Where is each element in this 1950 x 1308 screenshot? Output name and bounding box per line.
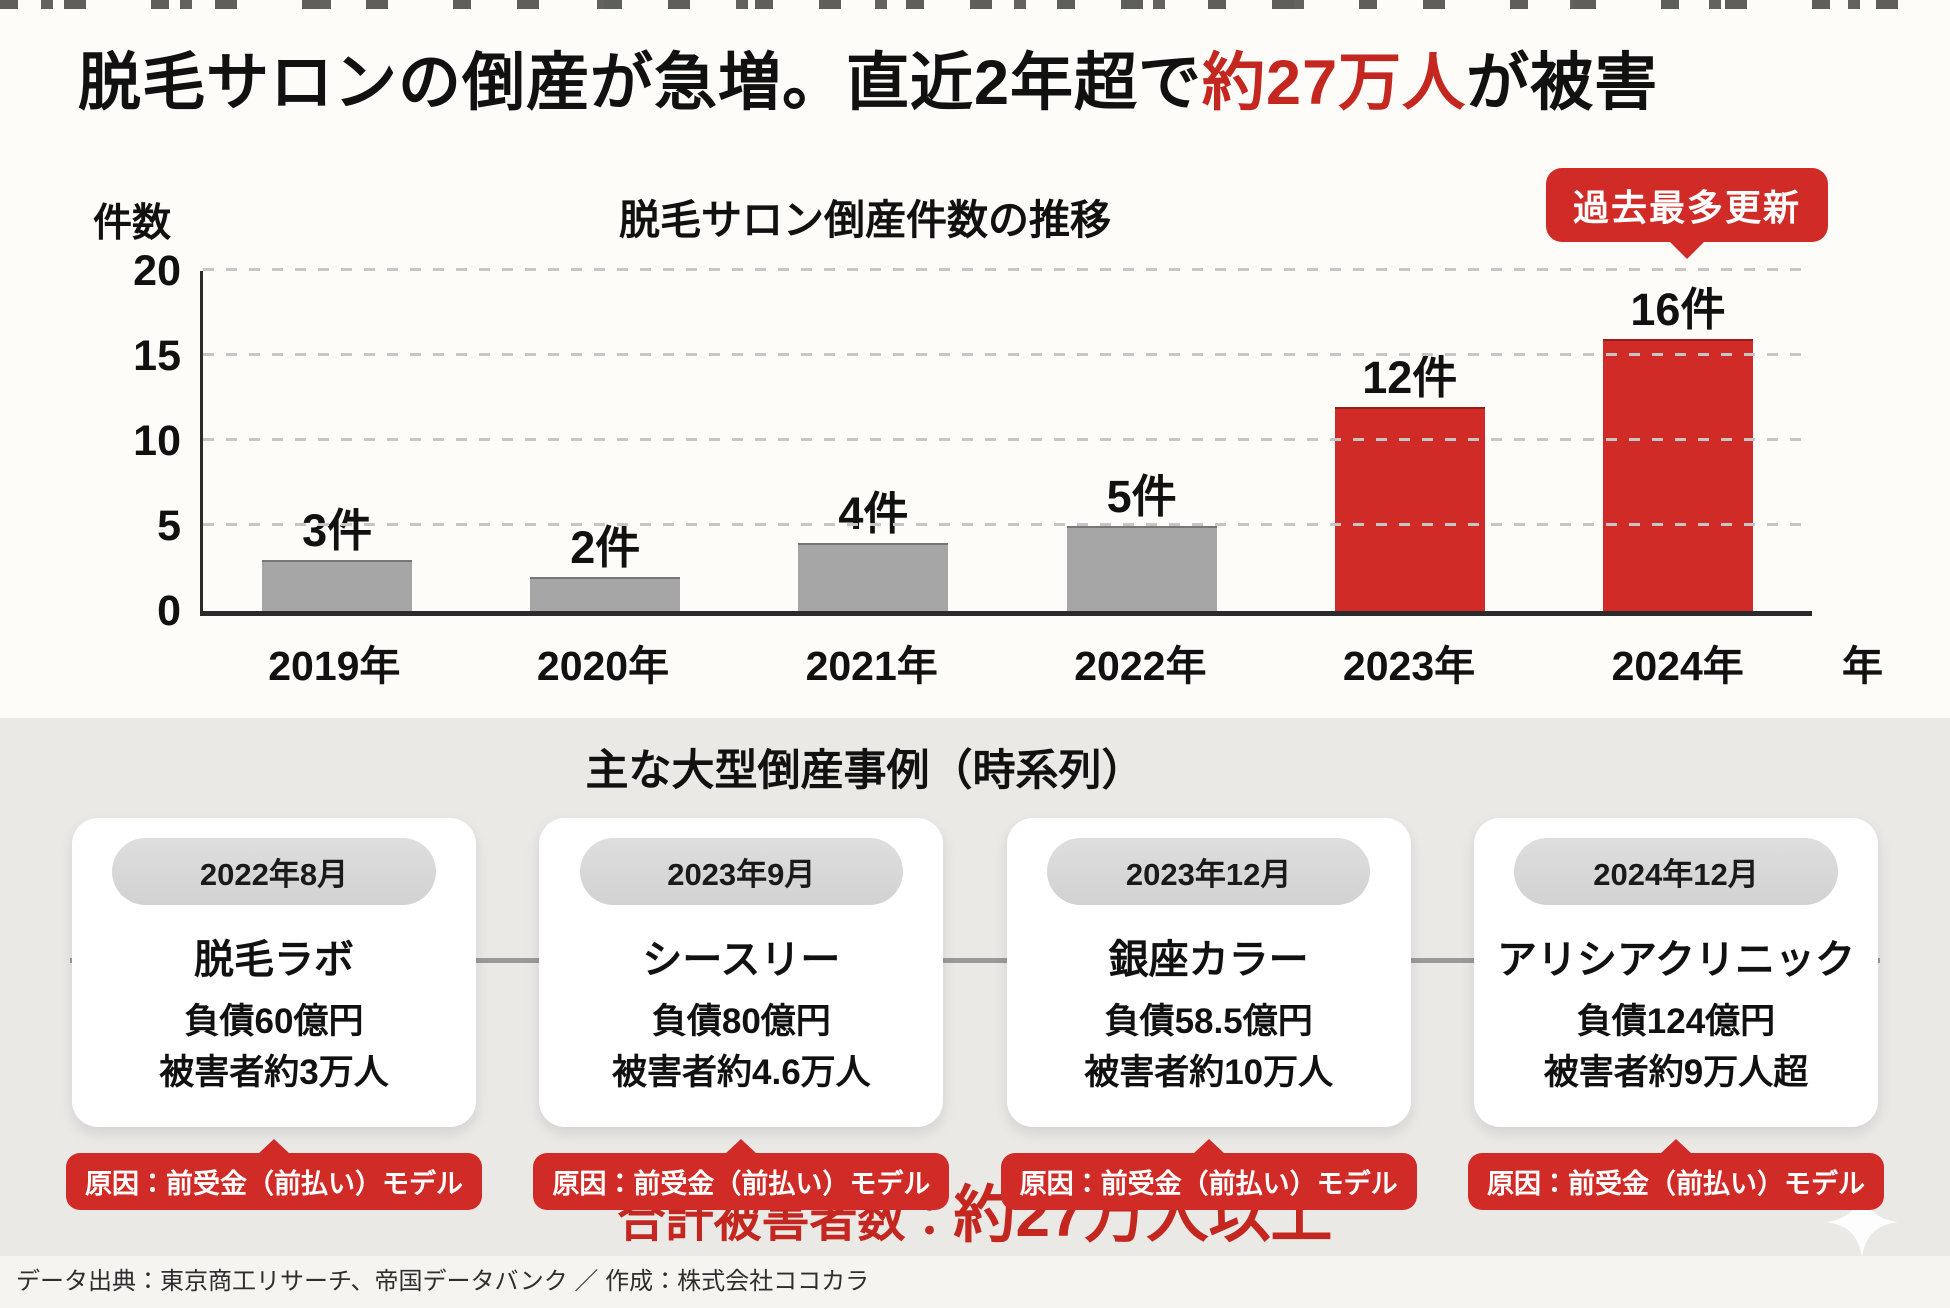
bar-2021年: [798, 543, 949, 611]
x-tick-label: 2022年: [1074, 643, 1207, 689]
case-debt: 負債60億円: [184, 1002, 364, 1041]
case-cause-tag: 原因：前受金（前払い）モデル: [66, 1152, 482, 1210]
bar-2019年: [262, 560, 413, 611]
bar-2023年: [1334, 407, 1485, 611]
case-cards-row: 2022年8月 脱毛ラボ 負債60億円 被害者約3万人 原因：前受金（前払い）モ…: [0, 818, 1950, 1210]
x-tick-label: 2019年: [268, 643, 401, 689]
bar-2024年: [1602, 339, 1753, 611]
bar-value-label: 16件: [1630, 284, 1726, 335]
plot-area: 3件 2件 4件 5件 12件 16件 0 5 10 15 20: [133, 247, 1812, 635]
sparkle-icon: [1826, 1186, 1898, 1258]
main-title: 脱毛サロンの倒産が急増。直近2年超で約27万人が被害: [78, 32, 1910, 123]
case-card: 2023年9月 シースリー 負債80億円 被害者約4.6万人: [539, 818, 944, 1127]
footer: データ出典：東京商工リサーチ、帝国データバンク ／ 作成：株式会社ココカラ: [0, 1256, 1950, 1308]
bar-value-label: 12件: [1362, 352, 1458, 403]
case-column: 2023年9月 シースリー 負債80億円 被害者約4.6万人 原因：前受金（前払…: [533, 818, 950, 1210]
timeline-connector: [70, 958, 1880, 963]
case-stats: 負債60億円 被害者約3万人: [86, 997, 462, 1099]
bar-value-label: 5件: [1106, 471, 1177, 522]
bar-2020年: [530, 577, 681, 611]
case-card: 2023年12月 銀座カラー 負債58.5億円 被害者約10万人: [1006, 818, 1411, 1127]
case-cause-tag: 原因：前受金（前払い）モデル: [533, 1152, 950, 1210]
bars-container: 3件 2件 4件 5件 12件 16件: [203, 271, 1812, 611]
case-date-pill: 2023年12月: [1046, 838, 1371, 905]
case-company-name: 脱毛ラボ: [194, 938, 354, 982]
bar-slot: 16件: [1544, 271, 1812, 611]
x-axis-unit: 年: [1842, 643, 1883, 689]
y-tick-label: 5: [157, 502, 181, 550]
main-title-highlight: 約27万人: [1202, 48, 1467, 118]
case-debt: 負債80億円: [651, 1002, 831, 1041]
x-tick-label: 2020年: [536, 643, 670, 689]
y-tick-label: 15: [133, 332, 181, 380]
x-tick-label: 2023年: [1342, 643, 1476, 689]
case-stats: 負債58.5億円 被害者約10万人: [1021, 997, 1397, 1099]
case-column: 2023年12月 銀座カラー 負債58.5億円 被害者約10万人 原因：前受金（…: [1000, 818, 1417, 1210]
main-title-pre: 脱毛サロンの倒産が急増。直近2年超で: [78, 48, 1203, 118]
case-card: 2024年12月 アリシアクリニック 負債124億円 被害者約9万人超: [1473, 818, 1878, 1127]
main-title-post: が被害: [1466, 48, 1659, 118]
bar-slot: 4件: [739, 271, 1007, 611]
timeline-title: 主な大型倒産事例（時系列）: [585, 747, 1145, 795]
bar-slot: 3件: [203, 271, 471, 611]
case-debt: 負債124億円: [1576, 1002, 1776, 1041]
case-column: 2024年12月 アリシアクリニック 負債124億円 被害者約9万人超 原因：前…: [1467, 818, 1884, 1210]
bar-value-label: 2件: [570, 522, 641, 573]
record-high-badge: 過去最多更新: [1545, 168, 1828, 242]
bar-value-label: 3件: [302, 505, 373, 556]
gridline: [203, 438, 1812, 441]
gridline: [203, 268, 1812, 271]
case-card: 2022年8月 脱毛ラボ 負債60億円 被害者約3万人: [72, 818, 476, 1127]
case-cause-tag: 原因：前受金（前払い）モデル: [1467, 1152, 1884, 1210]
gridline: [203, 353, 1812, 356]
case-company-name: シースリー: [642, 938, 841, 982]
y-tick-label: 20: [133, 247, 181, 295]
y-tick-label: 0: [157, 587, 181, 635]
case-stats: 負債124億円 被害者約9万人超: [1488, 997, 1864, 1099]
case-cause-tag: 原因：前受金（前払い）モデル: [1000, 1152, 1417, 1210]
bar-slot: 12件: [1276, 271, 1544, 611]
bar-2022年: [1066, 526, 1217, 611]
timeline-section: 主な大型倒産事例（時系列） 2022年8月 脱毛ラボ 負債60億円 被害者約3万…: [0, 718, 1950, 1258]
x-tick-label: 2021年: [805, 643, 938, 689]
case-victims: 被害者約9万人超: [1543, 1052, 1809, 1092]
y-tick-label: 10: [133, 417, 181, 465]
case-company-name: アリシアクリニック: [1496, 938, 1855, 982]
case-debt: 負債58.5億円: [1104, 1002, 1313, 1041]
case-date-pill: 2024年12月: [1514, 838, 1838, 905]
case-victims: 被害者約4.6万人: [612, 1052, 871, 1092]
data-source: データ出典：東京商工リサーチ、帝国データバンク ／ 作成：株式会社ココカラ: [16, 1268, 870, 1295]
chart-title: 脱毛サロン倒産件数の推移: [619, 197, 1111, 243]
x-axis-labels: 2019年 2020年 2021年 2022年 2023年 2024年: [200, 632, 1812, 692]
case-stats: 負債80億円 被害者約4.6万人: [553, 997, 929, 1099]
bar-value-label: 4件: [838, 488, 909, 539]
case-date-pill: 2022年8月: [112, 838, 436, 905]
gridline: [203, 523, 1812, 526]
y-axis-title: 件数: [93, 202, 172, 245]
case-victims: 被害者約3万人: [159, 1052, 389, 1092]
case-date-pill: 2023年9月: [579, 838, 903, 905]
case-victims: 被害者約10万人: [1084, 1052, 1334, 1092]
bar-slot: 5件: [1008, 271, 1276, 611]
case-company-name: 銀座カラー: [1108, 938, 1309, 982]
cropped-top-edge: [0, 0, 1950, 9]
case-column: 2022年8月 脱毛ラボ 負債60億円 被害者約3万人 原因：前受金（前払い）モ…: [66, 818, 482, 1210]
bar-slot: 2件: [471, 271, 739, 611]
x-tick-label: 2024年: [1611, 643, 1744, 689]
